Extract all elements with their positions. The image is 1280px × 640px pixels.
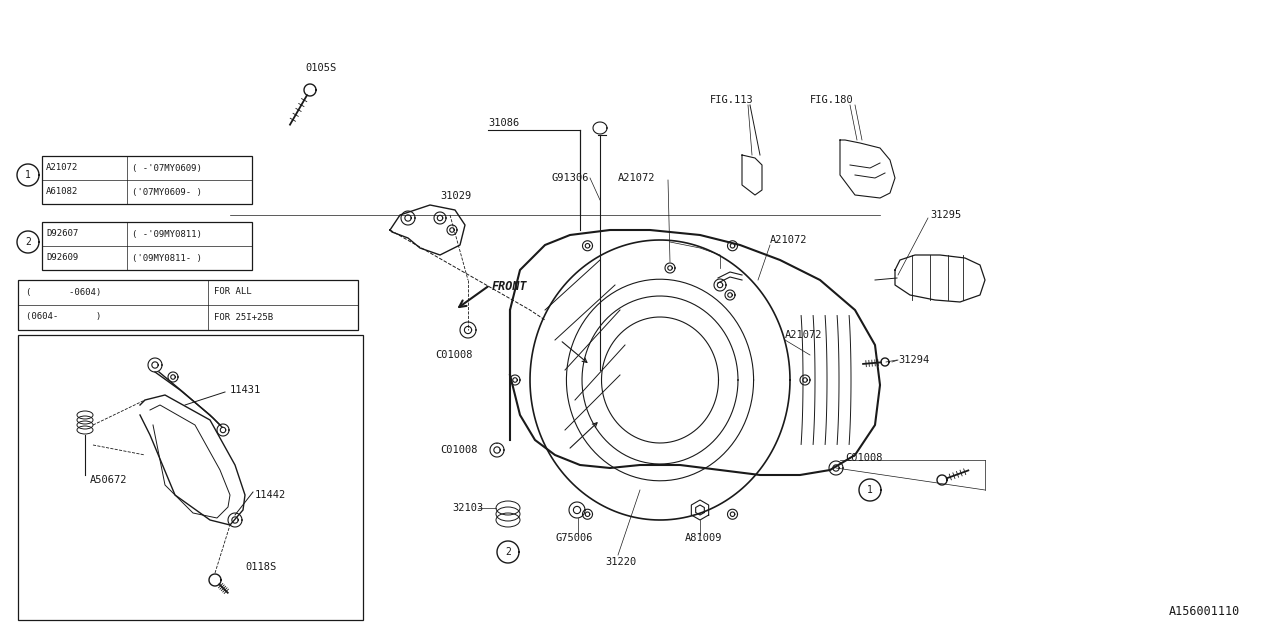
Text: C01008: C01008 <box>435 350 472 360</box>
Text: 0105S: 0105S <box>305 63 337 73</box>
Bar <box>42 222 252 270</box>
Text: G91306: G91306 <box>552 173 590 183</box>
Text: (0604-       ): (0604- ) <box>26 312 101 321</box>
Text: 31295: 31295 <box>931 210 961 220</box>
Text: FIG.180: FIG.180 <box>810 95 854 105</box>
Text: 31086: 31086 <box>488 118 520 128</box>
Text: 1: 1 <box>867 485 873 495</box>
Text: G75006: G75006 <box>556 533 593 543</box>
Text: D92609: D92609 <box>46 253 78 262</box>
Text: FOR ALL: FOR ALL <box>214 287 252 296</box>
Text: C01008: C01008 <box>845 453 882 463</box>
Text: ('07MY0609- ): ('07MY0609- ) <box>132 188 202 196</box>
Text: 1: 1 <box>26 170 31 180</box>
Text: ( -'07MY0609): ( -'07MY0609) <box>132 163 202 173</box>
Bar <box>18 280 358 330</box>
Text: A21072: A21072 <box>46 163 78 173</box>
Text: A81009: A81009 <box>685 533 722 543</box>
Text: 32103: 32103 <box>452 503 484 513</box>
Text: C01008: C01008 <box>440 445 477 455</box>
Text: A21072: A21072 <box>785 330 823 340</box>
Text: 0118S: 0118S <box>244 562 276 572</box>
Text: 31029: 31029 <box>440 191 471 201</box>
Bar <box>18 335 364 620</box>
Text: FOR 25I+25B: FOR 25I+25B <box>214 312 273 321</box>
Text: FRONT: FRONT <box>492 280 527 292</box>
Text: D92607: D92607 <box>46 230 78 239</box>
Text: FIG.113: FIG.113 <box>710 95 754 105</box>
Text: A21072: A21072 <box>618 173 655 183</box>
Text: (       -0604): ( -0604) <box>26 287 101 296</box>
Text: 31294: 31294 <box>899 355 929 365</box>
Text: A61082: A61082 <box>46 188 78 196</box>
Text: A156001110: A156001110 <box>1169 605 1240 618</box>
Text: A21072: A21072 <box>771 235 808 245</box>
Text: 31220: 31220 <box>605 557 636 567</box>
Text: 11442: 11442 <box>255 490 287 500</box>
Text: A50672: A50672 <box>90 475 128 485</box>
Text: ('09MY0811- ): ('09MY0811- ) <box>132 253 202 262</box>
Bar <box>42 156 252 204</box>
Text: 2: 2 <box>26 237 31 247</box>
Text: 2: 2 <box>506 547 511 557</box>
Text: 11431: 11431 <box>230 385 261 395</box>
Text: ( -'09MY0811): ( -'09MY0811) <box>132 230 202 239</box>
